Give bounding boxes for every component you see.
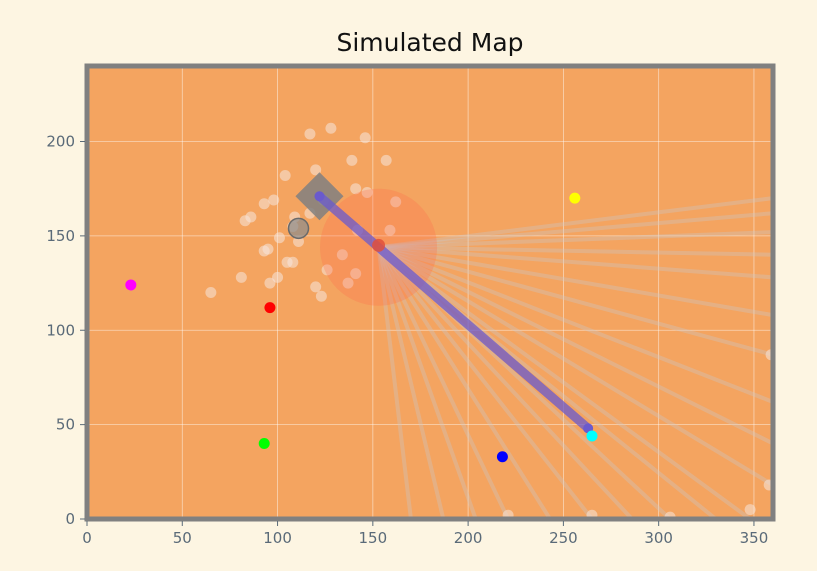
landmark-point: [125, 279, 137, 291]
landmark-point: [258, 438, 270, 449]
landmark-point: [569, 192, 581, 204]
particle: [239, 215, 251, 227]
particle: [321, 264, 333, 276]
particle: [310, 164, 322, 176]
sensor-ray: [378, 230, 773, 250]
sensor-ray: [376, 245, 594, 519]
sensor-ray: [378, 245, 773, 357]
x-tick-label: 350: [740, 529, 769, 547]
x-tick-label: 200: [454, 529, 483, 547]
landmark-point: [264, 302, 276, 314]
path-line: [314, 191, 593, 433]
landmarks: [125, 192, 598, 463]
particle: [346, 154, 358, 166]
particle: [336, 249, 348, 261]
particle: [315, 290, 327, 302]
landmark-point: [496, 451, 508, 463]
particle: [258, 245, 270, 257]
x-axis: 0 50 100 150 200 250 300 350: [82, 521, 768, 547]
particle: [258, 198, 270, 210]
x-tick-label: 0: [82, 529, 92, 547]
sensor-ray: [377, 245, 773, 487]
y-tick-label: 100: [46, 321, 75, 339]
particle: [264, 277, 276, 289]
particle: [310, 281, 322, 293]
particle: [205, 287, 217, 298]
particle: [350, 183, 362, 195]
sensor-ray: [378, 245, 773, 257]
particle: [380, 154, 392, 166]
particle: [325, 122, 337, 134]
particle: [287, 256, 299, 268]
target-marker: [372, 238, 386, 252]
sensor-ray: [377, 245, 773, 446]
particle: [359, 132, 371, 144]
x-tick-label: 250: [549, 529, 578, 547]
particle: [744, 504, 756, 516]
particle: [279, 169, 291, 181]
sensor-ray: [377, 245, 773, 404]
particle: [384, 224, 396, 236]
x-tick-label: 150: [359, 529, 388, 547]
sensor-ray: [378, 245, 773, 280]
sensor-ray: [376, 246, 510, 519]
x-tick-label: 50: [173, 529, 192, 547]
plot-frame: [84, 63, 776, 522]
particle: [272, 271, 284, 283]
sensor-ray: [378, 196, 773, 250]
sensor-ray: [377, 245, 752, 519]
y-tick-label: 50: [56, 416, 75, 434]
landmark-point: [586, 430, 598, 442]
particle: [268, 194, 280, 206]
y-axis: 0 50 100 150 200: [46, 133, 85, 528]
sensor-ray: [376, 246, 446, 519]
sensor-ray: [376, 246, 478, 519]
sensor-ray: [378, 245, 773, 318]
chart-title: Simulated Map: [336, 28, 523, 57]
sensor-ray: [376, 246, 413, 519]
sensor-ray: [378, 211, 773, 250]
x-tick-label: 100: [263, 529, 292, 547]
particle: [273, 232, 285, 244]
particle: [361, 186, 373, 198]
particle: [342, 277, 354, 289]
particle: [350, 268, 362, 280]
particle: [390, 196, 402, 208]
x-tick-label: 300: [644, 529, 673, 547]
sensor-ray: [376, 246, 552, 519]
particle: [235, 271, 247, 283]
particle: [304, 128, 316, 140]
y-tick-label: 200: [46, 133, 75, 151]
particle: [293, 236, 305, 248]
y-tick-label: 0: [65, 510, 75, 528]
path-start: [314, 191, 325, 202]
sensor-ray: [377, 245, 634, 519]
estimate-marker: [287, 217, 310, 240]
robot-overlay: [287, 172, 594, 434]
y-tick-label: 150: [46, 227, 75, 245]
